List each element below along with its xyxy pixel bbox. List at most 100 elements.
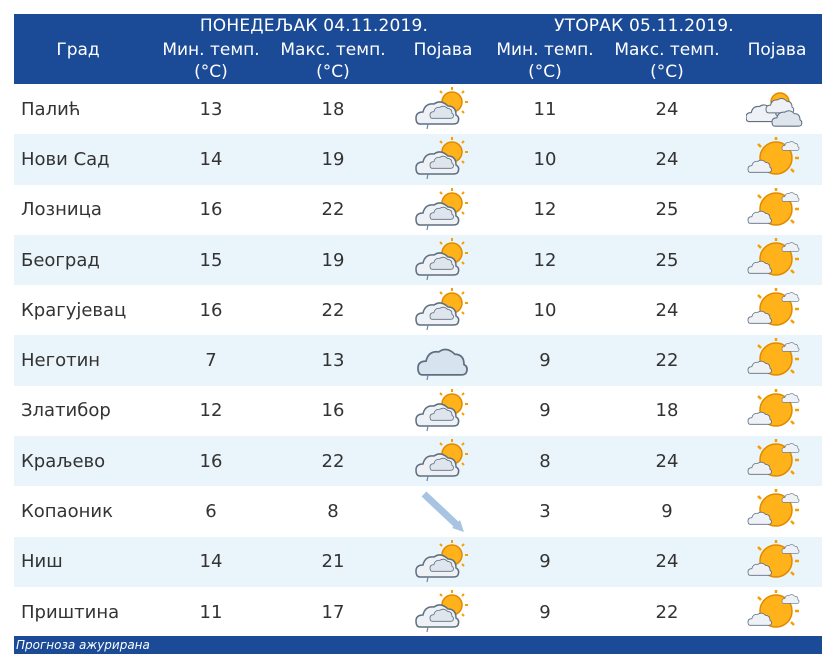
day1-max-temp: 18 <box>321 98 345 120</box>
city-name: Копаоник <box>21 501 113 523</box>
sun-cloud-icon <box>747 187 800 226</box>
day1-min-temp: 7 <box>205 350 217 372</box>
cloud-sun-rain-icon <box>415 439 468 482</box>
day1-max-temp: 16 <box>321 400 345 422</box>
update-footer: Прогноза ажурирана <box>14 636 822 654</box>
day1-max-temp: 22 <box>321 199 345 221</box>
day1-title: ПОНЕДЕЉАК 04.11.2019. <box>199 16 429 36</box>
day2-min-header: Мин. темп. (°C) <box>496 40 594 82</box>
day2-title: УТОРАК 05.11.2019. <box>554 16 734 36</box>
day2-min-temp: 10 <box>533 299 557 321</box>
sun-cloud-icon <box>747 237 800 276</box>
city-name: Крагујевац <box>21 299 127 321</box>
day1-max-temp: 17 <box>321 601 345 623</box>
table-row: Крагујевац 16 22 10 24 <box>14 285 822 335</box>
cloud-sun-rain-icon <box>415 539 468 582</box>
cloud-sun-rain-icon <box>415 388 468 431</box>
cloud-sun-rain-icon <box>415 87 468 130</box>
day2-max-temp: 25 <box>655 199 679 221</box>
day2-max-header: Макс. темп. (°C) <box>614 40 720 82</box>
cloud-sun-rain-icon <box>415 187 468 230</box>
day1-max-temp: 19 <box>321 249 345 271</box>
day1-min-temp: 6 <box>205 501 217 523</box>
day2-max-temp: 24 <box>655 148 679 170</box>
cloud-rain-icon <box>417 349 468 381</box>
day2-min-temp: 3 <box>539 501 551 523</box>
sun-cloud-icon <box>747 388 800 427</box>
day2-max-temp: 9 <box>661 501 673 523</box>
city-name: Београд <box>21 249 100 271</box>
day1-min-temp: 16 <box>199 199 223 221</box>
day2-max-temp: 24 <box>655 551 679 573</box>
day2-min-temp: 9 <box>539 350 551 372</box>
day2-max-temp: 24 <box>655 450 679 472</box>
table-header: Град ПОНЕДЕЉАК 04.11.2019. Мин. темп. (°… <box>14 14 822 84</box>
city-name: Палић <box>21 98 81 120</box>
cloud-sun-rain-icon <box>415 589 468 633</box>
city-name: Приштина <box>21 601 120 623</box>
table-row: Лозница 16 22 12 25 <box>14 185 822 235</box>
city-name: Неготин <box>21 350 101 372</box>
city-name: Нови Сад <box>21 148 110 170</box>
table-row: Палић 13 18 11 24 <box>14 84 822 134</box>
table-body: Палић 13 18 11 24 Нови Сад 14 19 10 24 Лозница 16 22… <box>14 84 822 637</box>
day1-min-temp: 16 <box>199 450 223 472</box>
city-column-header: Град <box>56 40 100 60</box>
day1-min-temp: 13 <box>199 98 223 120</box>
day1-max-temp: 21 <box>321 551 345 573</box>
table-row: Београд 15 19 12 25 <box>14 234 822 286</box>
table-row: Нови Сад 14 19 10 24 <box>14 134 822 185</box>
forecast-table: Град ПОНЕДЕЉАК 04.11.2019. Мин. темп. (°… <box>14 14 822 637</box>
day1-min-temp: 15 <box>199 249 223 271</box>
city-name: Краљево <box>21 450 106 472</box>
sun-cloud-icon <box>747 439 800 477</box>
sun-cloud-icon <box>747 489 800 528</box>
day2-min-temp: 12 <box>533 199 557 221</box>
day1-min-header: Мин. темп. (°C) <box>162 40 260 82</box>
sun-cloud-icon <box>747 338 800 377</box>
day2-max-temp: 24 <box>655 98 679 120</box>
cloud-sun-rain-icon <box>415 237 468 281</box>
day2-min-temp: 9 <box>539 400 551 422</box>
table-row: Копаоник 6 8 3 9 <box>14 486 822 536</box>
sun-cloud-icon <box>747 589 800 628</box>
day2-min-temp: 12 <box>533 249 557 271</box>
cloud-sun-rain-icon <box>415 288 468 331</box>
table-row: Неготин 7 13 9 22 <box>14 335 822 386</box>
wind-arrow-icon <box>421 491 464 533</box>
day2-min-temp: 9 <box>539 551 551 573</box>
day1-min-temp: 11 <box>199 601 223 623</box>
sun-cloud-icon <box>747 288 800 326</box>
day2-min-temp: 9 <box>539 601 551 623</box>
table-row: Краљево 16 22 8 24 <box>14 436 822 487</box>
day1-icon-header: Појава <box>413 40 473 60</box>
day1-min-temp: 14 <box>199 148 223 170</box>
day2-min-temp: 11 <box>533 98 557 120</box>
day1-max-temp: 22 <box>321 450 345 472</box>
day2-icon-header: Појава <box>747 40 807 60</box>
city-name: Лозница <box>21 199 102 221</box>
day1-max-header: Макс. темп. (°C) <box>280 40 386 82</box>
day2-max-temp: 25 <box>655 249 679 271</box>
day2-max-temp: 22 <box>655 350 679 372</box>
sun-cloud-icon <box>747 539 800 578</box>
city-name: Ниш <box>21 551 63 573</box>
day1-min-temp: 12 <box>199 400 223 422</box>
table-row: Приштина 11 17 9 22 <box>14 587 822 637</box>
day1-max-temp: 13 <box>321 350 345 372</box>
city-name: Златибор <box>21 400 111 422</box>
day1-max-temp: 19 <box>321 148 345 170</box>
clouds-sun-icon <box>746 92 803 127</box>
day2-max-temp: 18 <box>655 400 679 422</box>
cloud-sun-rain-icon <box>415 137 468 180</box>
day2-min-temp: 8 <box>539 450 551 472</box>
day2-max-temp: 22 <box>655 601 679 623</box>
day2-max-temp: 24 <box>655 299 679 321</box>
table-row: Златибор 12 16 9 18 <box>14 386 822 436</box>
day1-min-temp: 16 <box>199 299 223 321</box>
day1-max-temp: 8 <box>327 501 339 523</box>
day1-min-temp: 14 <box>199 551 223 573</box>
table-row: Ниш 14 21 9 24 <box>14 536 822 587</box>
day1-max-temp: 22 <box>321 299 345 321</box>
day2-min-temp: 10 <box>533 148 557 170</box>
